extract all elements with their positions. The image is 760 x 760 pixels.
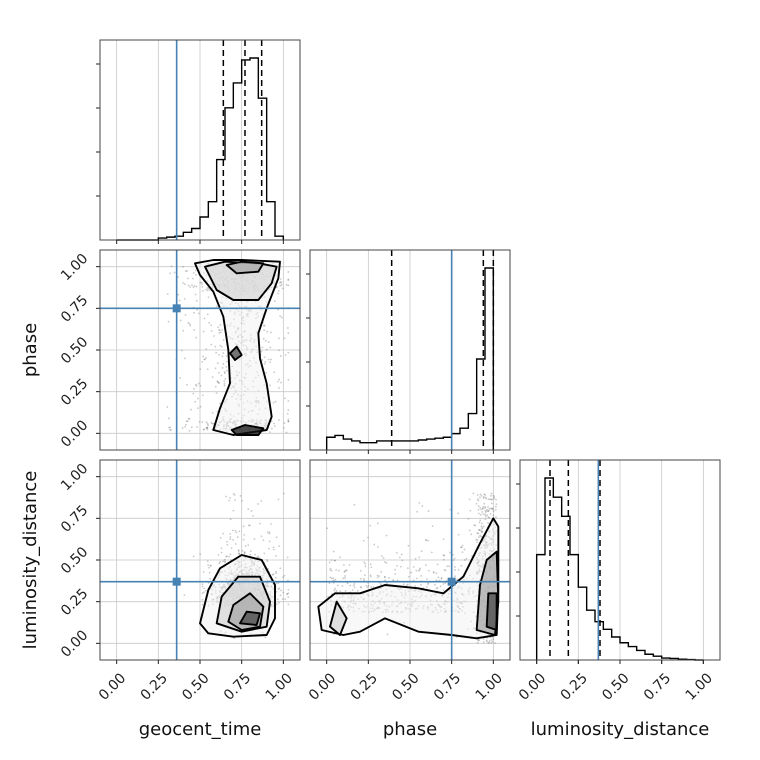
x-axis-label-phase: phase	[383, 719, 437, 740]
contour-1	[329, 600, 348, 636]
contour-3	[229, 345, 243, 361]
scatter-panel-phase-vs-geocent_time	[99, 249, 301, 451]
contour-0	[317, 517, 500, 640]
x-tick-label-phase-0: 0.00	[306, 670, 339, 703]
y-tick-label-phase-4: 1.00	[58, 251, 91, 284]
y-axis-label-phase: phase	[20, 323, 41, 377]
y-tick-label-luminosity_distance-2: 0.50	[58, 544, 91, 577]
x-tick-label-geocent_time-1: 0.25	[138, 670, 171, 703]
histogram-panel-phase	[306, 249, 511, 451]
x-tick-label-phase-4: 1.00	[473, 670, 506, 703]
y-tick-label-phase-0: 0.00	[58, 417, 91, 450]
x-tick-label-luminosity_distance-1: 0.25	[558, 670, 591, 703]
scatter-panel-luminosity_distance-vs-geocent_time	[99, 459, 301, 661]
x-tick-label-phase-2: 0.50	[389, 670, 422, 703]
truth-marker	[172, 304, 181, 313]
contour-4	[230, 424, 265, 436]
y-tick-label-luminosity_distance-0: 0.00	[58, 627, 91, 660]
histogram-step-phase	[325, 267, 495, 450]
x-tick-label-luminosity_distance-3: 0.75	[641, 670, 674, 703]
truth-marker	[172, 577, 181, 586]
histogram-step-geocent_time	[116, 57, 285, 241]
x-tick-label-geocent_time-0: 0.00	[96, 670, 129, 703]
y-tick-label-phase-3: 0.75	[58, 292, 91, 325]
histogram-step-luminosity_distance	[535, 477, 704, 661]
histogram-panel-geocent_time	[96, 39, 301, 241]
y-axis-label-luminosity_distance: luminosity_distance	[20, 471, 41, 650]
x-tick-label-geocent_time-3: 0.75	[221, 670, 254, 703]
x-axis-label-geocent_time: geocent_time	[139, 719, 262, 740]
y-tick-label-luminosity_distance-4: 1.00	[58, 461, 91, 494]
y-tick-label-phase-2: 0.50	[58, 334, 91, 367]
contour-3	[239, 610, 261, 626]
scatter-panel-luminosity_distance-vs-phase	[309, 459, 511, 661]
truth-marker	[447, 577, 456, 586]
x-tick-label-luminosity_distance-4: 1.00	[683, 670, 716, 703]
histogram-panel-luminosity_distance	[516, 459, 721, 661]
x-tick-label-luminosity_distance-0: 0.00	[516, 670, 549, 703]
x-tick-label-phase-3: 0.75	[431, 670, 464, 703]
x-tick-label-luminosity_distance-2: 0.50	[599, 670, 632, 703]
contour-3	[485, 592, 498, 631]
y-tick-label-luminosity_distance-3: 0.75	[58, 502, 91, 535]
x-tick-label-phase-1: 0.25	[348, 670, 381, 703]
contour-2	[225, 260, 265, 275]
y-tick-label-luminosity_distance-1: 0.25	[58, 586, 91, 619]
x-tick-label-geocent_time-2: 0.50	[179, 670, 212, 703]
x-axis-label-luminosity_distance: luminosity_distance	[531, 719, 710, 740]
y-tick-label-phase-1: 0.25	[58, 376, 91, 409]
x-tick-label-geocent_time-4: 1.00	[263, 670, 296, 703]
